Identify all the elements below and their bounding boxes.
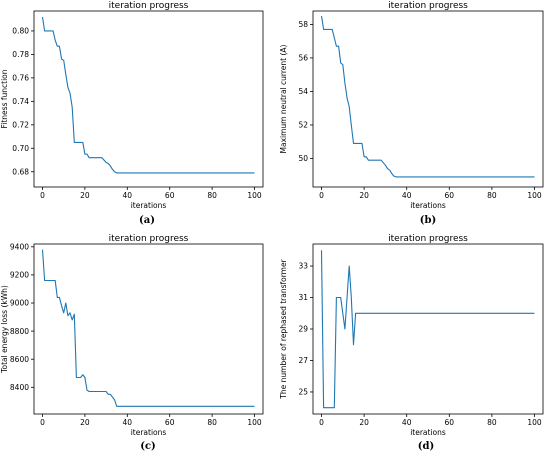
y-tick-label: 31 [298, 293, 308, 302]
x-tick-label: 40 [123, 191, 133, 200]
y-tick-label: 0.80 [12, 27, 29, 36]
panel-caption: (a) [139, 215, 155, 226]
series-line [320, 250, 535, 409]
x-tick-label: 20 [80, 418, 90, 427]
x-tick-label: 60 [165, 418, 175, 427]
y-tick-label: 27 [298, 356, 308, 365]
plot-frame [312, 10, 544, 188]
x-axis-label: iterations [131, 428, 167, 437]
y-tick-label: 0.76 [12, 74, 29, 83]
panel-caption: (d) [418, 441, 434, 452]
chart-panel-3: iteration progress 0 20 40 60 80 100 8400 8600 88… [0, 234, 264, 452]
x-tick-label: 0 [40, 191, 45, 200]
y-tick-label: 9000 [10, 299, 29, 308]
x-tick-label: 20 [359, 418, 369, 427]
y-tick-label: 0.70 [12, 144, 29, 153]
plot-frame [33, 10, 264, 188]
chart-title: iteration progress [388, 234, 468, 244]
plot-frame [33, 243, 264, 415]
x-tick-label: 40 [123, 418, 133, 427]
y-tick-label: 58 [298, 20, 308, 29]
y-tick-label: 0.74 [12, 97, 29, 106]
y-tick-label: 9200 [10, 271, 29, 280]
x-tick-label: 80 [207, 418, 217, 427]
y-axis-label: Total energy loss (kWh) [0, 285, 9, 374]
y-tick-label: 9400 [10, 243, 29, 252]
x-tick-label: 60 [165, 191, 175, 200]
x-tick-label: 60 [445, 418, 455, 427]
chart-title: iteration progress [388, 1, 468, 11]
y-tick-label: 0.72 [12, 121, 29, 130]
x-tick-label: 0 [319, 191, 324, 200]
y-tick-label: 29 [298, 325, 308, 334]
y-axis-label: The number of rephased transformer [279, 258, 288, 399]
plot-frame [312, 243, 544, 415]
x-axis-label: iterations [410, 201, 446, 210]
y-tick-label: 8800 [10, 327, 29, 336]
panel-caption: (b) [420, 215, 436, 226]
x-tick-label: 40 [402, 191, 412, 200]
x-axis-label: iterations [131, 201, 167, 210]
x-tick-label: 0 [40, 418, 45, 427]
chart-title: iteration progress [109, 234, 189, 244]
x-tick-label: 20 [359, 191, 369, 200]
series-line [41, 249, 255, 407]
y-axis-label: Maximum neutral current (A) [279, 44, 288, 153]
y-tick-label: 50 [298, 154, 308, 163]
chart-panel-4: iteration progress 0 20 40 60 80 100 25 27 29 31 33… [279, 234, 544, 452]
x-tick-label: 80 [207, 191, 217, 200]
x-tick-label: 100 [247, 191, 262, 200]
x-tick-label: 100 [247, 418, 262, 427]
x-tick-label: 20 [80, 191, 90, 200]
x-axis-label: iterations [410, 428, 446, 437]
series-line [320, 15, 535, 178]
x-tick-label: 0 [319, 418, 324, 427]
y-tick-label: 0.78 [12, 50, 29, 59]
y-tick-label: 8600 [10, 355, 29, 364]
y-tick-label: 8400 [10, 383, 29, 392]
x-tick-label: 40 [402, 418, 412, 427]
x-tick-label: 100 [527, 418, 542, 427]
series-line [41, 16, 255, 174]
y-tick-label: 33 [298, 262, 308, 271]
y-tick-label: 25 [298, 388, 308, 397]
x-tick-label: 100 [527, 191, 542, 200]
chart-title: iteration progress [109, 1, 189, 11]
y-tick-label: 52 [298, 121, 308, 130]
chart-panel-2: iteration progress 0 20 40 60 80 100 50 52 54 56 58… [279, 1, 544, 226]
x-tick-label: 80 [487, 191, 497, 200]
y-tick-label: 56 [298, 54, 308, 63]
x-tick-label: 60 [445, 191, 455, 200]
y-axis-label: Fitness function [0, 69, 9, 128]
chart-panel-1: iteration progress 0 20 40 60 80 100 0.68 0.70 0.… [0, 1, 264, 226]
panel-caption: (c) [140, 441, 156, 452]
x-tick-label: 80 [487, 418, 497, 427]
y-tick-label: 54 [298, 87, 308, 96]
y-tick-label: 0.68 [12, 167, 29, 176]
